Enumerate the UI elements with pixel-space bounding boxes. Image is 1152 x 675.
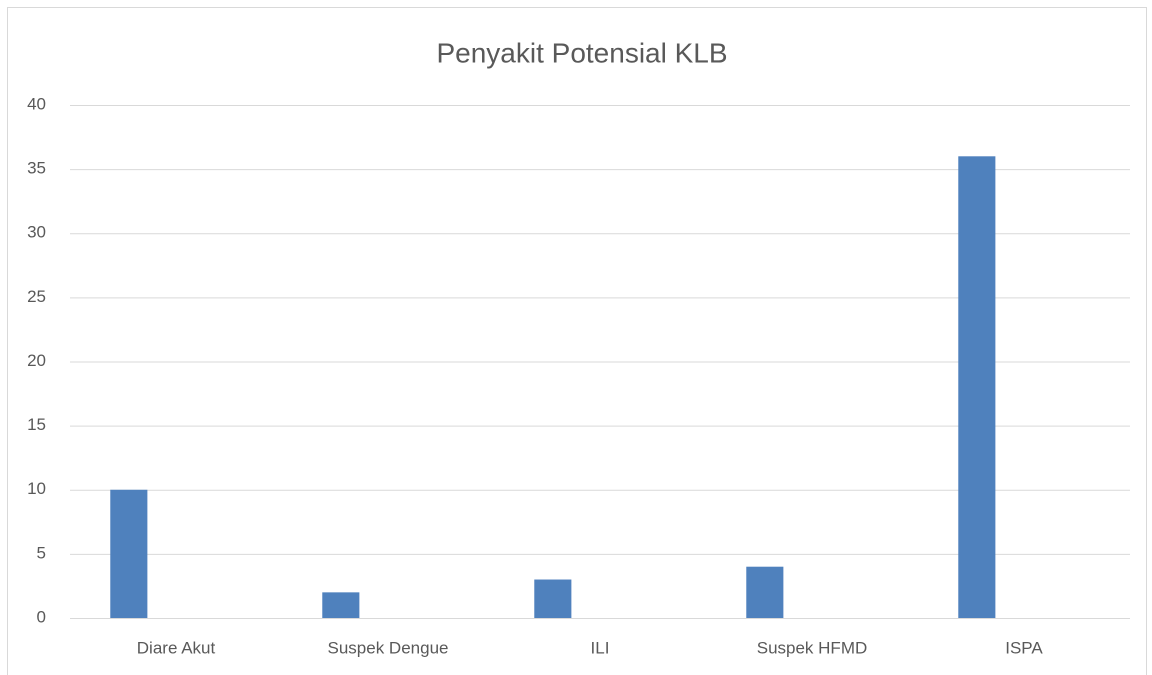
chart-title: Penyakit Potensial KLB	[436, 37, 727, 68]
y-tick-label: 10	[27, 479, 46, 498]
y-tick-label: 20	[27, 351, 46, 370]
x-tick-label: Suspek HFMD	[757, 638, 868, 657]
chart-border	[7, 7, 1147, 675]
y-tick-label: 0	[37, 607, 46, 626]
y-tick-label: 30	[27, 223, 46, 242]
x-tick-label: Suspek Dengue	[328, 638, 449, 657]
bar	[746, 566, 784, 618]
y-tick-label: 15	[27, 415, 46, 434]
y-tick-label: 25	[27, 287, 46, 306]
x-tick-label: ISPA	[1005, 638, 1043, 657]
bar	[110, 489, 148, 618]
y-tick-label: 5	[37, 543, 46, 562]
x-tick-label: Diare Akut	[137, 638, 216, 657]
bar	[958, 156, 996, 619]
x-tick-label: ILI	[591, 638, 610, 657]
bar	[322, 592, 360, 618]
bar	[534, 579, 572, 618]
y-tick-label: 40	[27, 94, 46, 113]
y-tick-label: 35	[27, 159, 46, 178]
